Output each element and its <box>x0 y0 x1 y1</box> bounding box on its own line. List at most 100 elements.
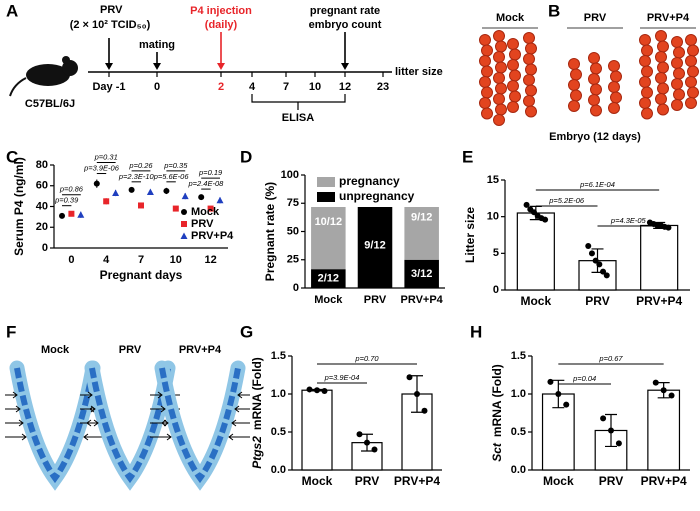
data-point <box>600 268 607 275</box>
embryo <box>671 78 683 90</box>
x-tick-label: PRV+P4 <box>641 474 687 488</box>
data-point <box>172 205 179 212</box>
data-point <box>163 187 170 194</box>
embryo <box>608 102 620 114</box>
data-point <box>181 192 189 200</box>
p-value: p=2.3E-10 <box>118 172 155 181</box>
embryo <box>610 91 622 104</box>
embryo <box>481 65 493 78</box>
p-value: p=2.4E-08 <box>187 179 224 188</box>
data-point <box>77 211 85 218</box>
embryo <box>495 40 507 53</box>
p-value: p=3.9E-06 <box>83 164 120 173</box>
photo-group-label: PRV+P4 <box>647 12 690 24</box>
uterus <box>154 360 246 491</box>
x-tick-label: PRV+P4 <box>394 474 440 488</box>
x-tick-label: PRV <box>585 294 609 308</box>
photo-caption: Embryo (12 days) <box>549 131 641 143</box>
panel-label: B <box>548 1 560 20</box>
y-axis-label-unit: mRNA (Fold) <box>250 357 264 430</box>
timeline-tick-label: 0 <box>154 81 160 93</box>
arrow-marker <box>5 405 21 413</box>
prv-label: PRV <box>100 4 123 16</box>
bar-segment <box>404 259 439 288</box>
timeline-tick-label: 10 <box>309 81 321 93</box>
p-value: p=0.26 <box>128 161 153 170</box>
data-point <box>608 427 614 434</box>
dose-label: (2 × 10² TCID₅₀) <box>70 19 151 31</box>
arrow-head <box>341 63 349 70</box>
p-value: p=0.19 <box>198 168 223 177</box>
p-value: p=0.35 <box>163 161 188 170</box>
data-point <box>660 387 667 394</box>
embryo <box>641 107 653 120</box>
embryo <box>657 61 669 74</box>
p-value: p=4.3E-05 <box>610 216 647 225</box>
data-point <box>555 391 562 397</box>
arrow-marker <box>80 391 93 399</box>
embryo <box>685 76 697 88</box>
bar <box>301 389 333 471</box>
mating-label: mating <box>139 39 175 51</box>
data-point <box>314 387 320 394</box>
embryo <box>481 107 493 120</box>
embryo <box>523 32 535 44</box>
embryo <box>479 55 491 67</box>
data-point <box>668 392 675 399</box>
embryo <box>641 44 653 57</box>
y-tick-label: 60 <box>36 180 48 192</box>
bar <box>516 212 555 291</box>
x-tick-label: PRV+P4 <box>401 294 444 306</box>
embryo <box>479 34 491 46</box>
arrow-head <box>153 63 161 70</box>
outcome-label: embryo count <box>309 19 382 31</box>
legend-label: PRV <box>191 218 214 230</box>
arrow-marker <box>150 391 163 399</box>
elisa-label: ELISA <box>282 112 314 124</box>
y-axis-label: Sct mRNA (Fold) <box>490 364 504 462</box>
embryo <box>639 97 651 109</box>
y-tick-label: 0 <box>493 284 499 296</box>
y-tick-label: 25 <box>287 254 299 266</box>
value-label: 10/12 <box>315 216 343 228</box>
endpoint-label: litter size <box>395 66 443 78</box>
arrow-marker <box>5 433 27 441</box>
photo-group-label: PRV+P4 <box>179 344 222 356</box>
data-point <box>103 198 110 205</box>
data-point <box>356 431 363 438</box>
injection-note: (daily) <box>205 19 238 31</box>
y-tick-label: 1.5 <box>511 350 526 362</box>
y-tick-label: 1.0 <box>271 388 286 400</box>
embryo <box>479 97 491 109</box>
timeline-tick-label: 23 <box>377 81 389 93</box>
legend-label: unpregnancy <box>339 189 415 203</box>
timeline-tick-label: 2 <box>218 81 224 93</box>
data-point <box>603 272 610 279</box>
x-tick-label: PRV+P4 <box>636 294 682 308</box>
embryo <box>685 97 697 109</box>
x-tick-label: Mock <box>520 294 551 308</box>
embryo <box>493 114 505 126</box>
x-axis-label: Pregnant days <box>100 268 183 282</box>
p-value: p=0.67 <box>598 354 623 363</box>
y-axis-label: Ptgs2 mRNA (Fold) <box>250 357 264 469</box>
embryo <box>523 74 535 86</box>
embryo <box>687 86 699 99</box>
data-point <box>112 189 120 197</box>
data-point <box>421 407 428 414</box>
arrow-marker <box>5 391 18 399</box>
data-point <box>523 201 530 208</box>
embryo <box>507 59 519 71</box>
photo-group-label: Mock <box>41 344 70 356</box>
embryo <box>588 94 600 106</box>
photo-group-label: PRV <box>119 344 142 356</box>
embryo <box>671 57 683 69</box>
y-axis-label-gene: Sct <box>490 442 504 462</box>
p-value: p=5.6E-06 <box>153 172 190 181</box>
y-tick-label: 0.0 <box>511 464 526 476</box>
embryo <box>495 103 507 116</box>
p-value: p=0.70 <box>354 354 379 363</box>
x-tick-label: 4 <box>103 254 110 266</box>
embryo <box>687 65 699 78</box>
embryo <box>509 48 521 61</box>
